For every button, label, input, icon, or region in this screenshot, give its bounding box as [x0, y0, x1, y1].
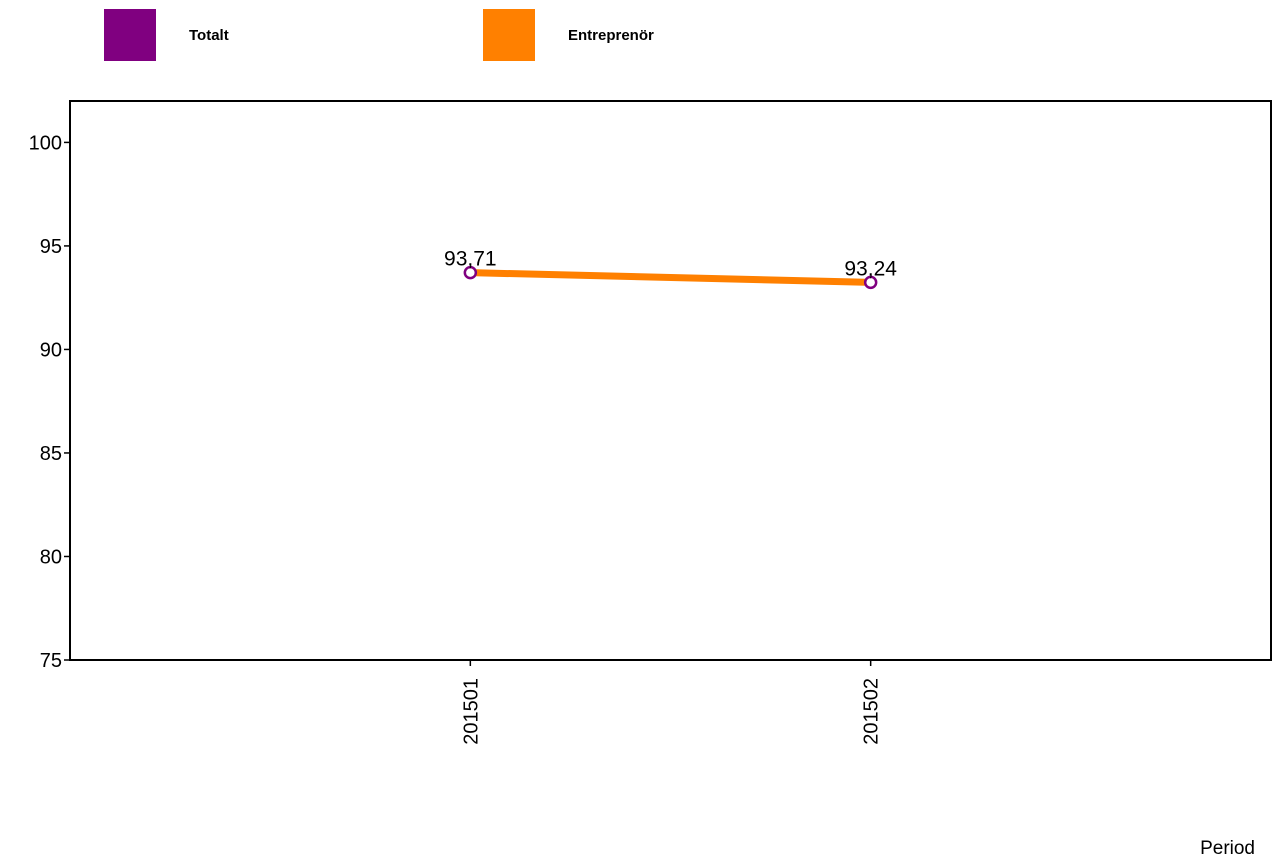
y-tick-label: 75 [40, 650, 62, 672]
data-point-marker [863, 275, 878, 290]
legend-item-totalt: Totalt [104, 9, 229, 61]
y-tick-label: 95 [40, 236, 62, 258]
y-tick-label: 85 [40, 443, 62, 465]
x-tick-label: 201502 [861, 678, 883, 745]
y-tick-label: 100 [29, 132, 62, 154]
plot-frame [69, 100, 1272, 661]
y-tick-label: 80 [40, 546, 62, 568]
series-line-entrepren-r [466, 269, 875, 286]
y-tick-label: 90 [40, 339, 62, 361]
data-point-marker [463, 265, 478, 280]
legend: Totalt Entreprenör [0, 0, 1283, 70]
legend-item-entreprenor: Entreprenör [483, 9, 654, 61]
legend-swatch-totalt [104, 9, 156, 61]
legend-label-entreprenor: Entreprenör [568, 26, 654, 44]
legend-swatch-entreprenor [483, 9, 535, 61]
data-label: 93,24 [844, 257, 897, 280]
x-axis-label: Period [1200, 838, 1255, 859]
legend-label-totalt: Totalt [189, 26, 229, 44]
x-tick-label: 201501 [460, 678, 482, 745]
data-label: 93,71 [444, 248, 497, 271]
